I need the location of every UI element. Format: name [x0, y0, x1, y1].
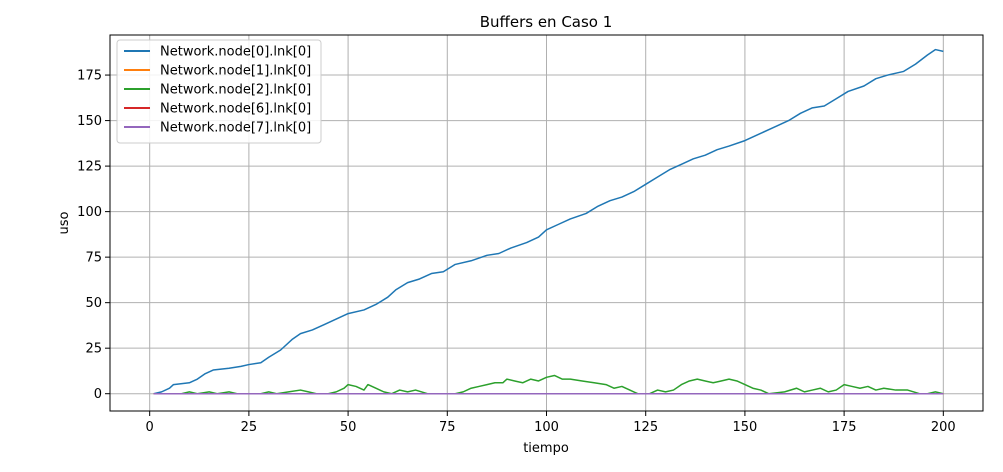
x-tick-label: 175	[832, 420, 857, 435]
y-tick-label: 50	[85, 296, 102, 311]
y-axis-label: uso	[57, 211, 72, 234]
x-tick-label: 200	[931, 420, 956, 435]
x-axis-label: tiempo	[523, 441, 569, 456]
axis-ticks: 0 25 50 75 100 125 150 175 200 0 25 50 75 100 125 150 17…	[77, 69, 956, 435]
x-tick-label: 100	[534, 420, 559, 435]
y-tick-label: 75	[85, 251, 102, 266]
legend-box	[116, 39, 322, 144]
legend-entry-label: Network.node[7].lnk[0]	[160, 121, 311, 136]
series-line-0	[153, 48, 944, 395]
series-lines	[153, 48, 944, 395]
legend-entry-label: Network.node[6].lnk[0]	[160, 102, 311, 117]
y-tick-label: 150	[77, 114, 102, 129]
x-tick-label: 75	[439, 420, 456, 435]
series-line-2	[153, 374, 944, 395]
x-tick-label: 0	[146, 420, 154, 435]
x-tick-label: 25	[241, 420, 258, 435]
legend-entry-label: Network.node[0].lnk[0]	[160, 45, 311, 60]
x-tick-label: 150	[732, 420, 757, 435]
y-tick-label: 100	[77, 205, 102, 220]
y-tick-label: 0	[94, 387, 102, 402]
y-tick-label: 125	[77, 160, 102, 175]
legend-entry-label: Network.node[1].lnk[0]	[160, 64, 311, 79]
chart-title: Buffers en Caso 1	[480, 13, 613, 31]
x-tick-label: 125	[633, 420, 658, 435]
y-tick-label: 25	[85, 342, 102, 357]
legend: Network.node[0].lnk[0] Network.node[1].ln…	[116, 39, 322, 144]
y-tick-label: 175	[77, 69, 102, 84]
x-tick-label: 50	[340, 420, 357, 435]
legend-entry-label: Network.node[2].lnk[0]	[160, 83, 311, 98]
